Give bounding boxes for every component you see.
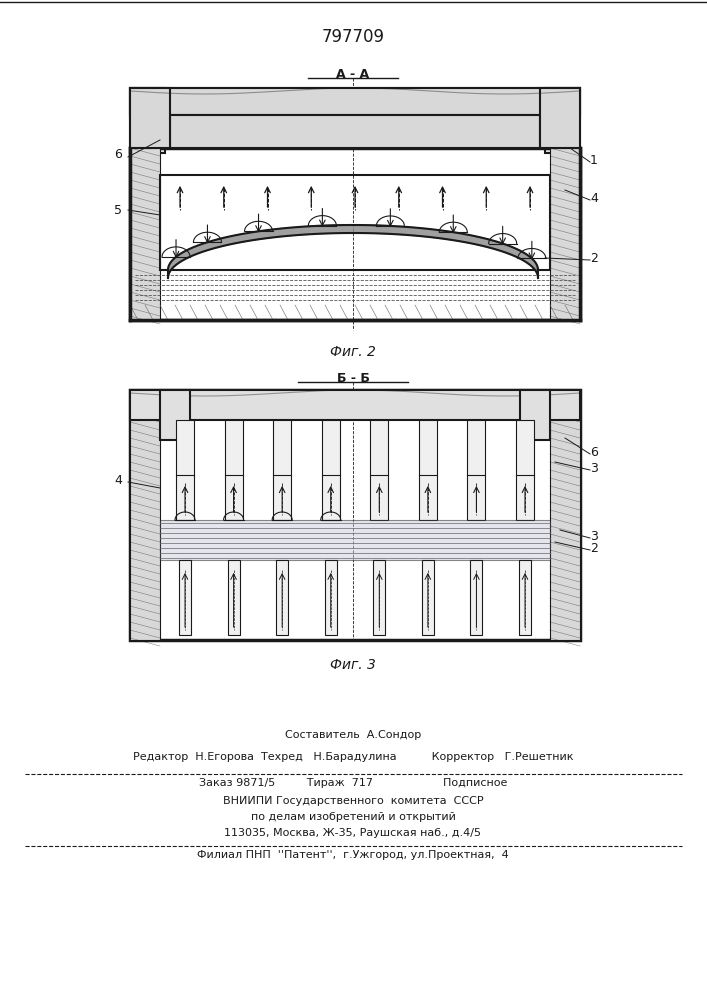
- Bar: [160, 520, 550, 560]
- Text: 5: 5: [114, 204, 122, 217]
- Text: 2: 2: [590, 542, 598, 554]
- Bar: [516, 420, 534, 520]
- Bar: [130, 88, 580, 118]
- Bar: [228, 560, 240, 635]
- Text: ВНИИПИ Государственного  комитета  СССР: ВНИИПИ Государственного комитета СССР: [223, 796, 484, 806]
- Bar: [130, 390, 580, 420]
- Bar: [470, 560, 482, 635]
- Text: 6: 6: [114, 148, 122, 161]
- Text: Б - Б: Б - Б: [337, 372, 370, 385]
- Text: 4: 4: [114, 474, 122, 487]
- Bar: [170, 115, 540, 148]
- Text: 4: 4: [590, 192, 598, 205]
- Bar: [370, 420, 388, 520]
- Text: Филиал ПНП  ''Патент'',  г.Ужгород, ул.Проектная,  4: Филиал ПНП ''Патент'', г.Ужгород, ул.Про…: [197, 850, 509, 860]
- Bar: [373, 560, 385, 635]
- Text: 3: 3: [590, 530, 598, 542]
- Bar: [273, 420, 291, 520]
- Text: 797709: 797709: [322, 28, 385, 46]
- Polygon shape: [168, 225, 538, 278]
- Bar: [276, 560, 288, 635]
- Bar: [130, 148, 160, 320]
- Bar: [130, 88, 580, 115]
- Text: Фиг. 2: Фиг. 2: [330, 345, 376, 359]
- Text: 113035, Москва, Ж-35, Раушская наб., д.4/5: 113035, Москва, Ж-35, Раушская наб., д.4…: [225, 828, 481, 838]
- Bar: [322, 420, 340, 520]
- Bar: [419, 420, 437, 520]
- Bar: [520, 390, 550, 440]
- Text: по делам изобретений и открытий: по делам изобретений и открытий: [250, 812, 455, 822]
- Text: Заказ 9871/5         Тираж  717                    Подписное: Заказ 9871/5 Тираж 717 Подписное: [199, 778, 507, 788]
- Bar: [422, 560, 434, 635]
- Text: А - А: А - А: [337, 68, 370, 81]
- Bar: [519, 560, 531, 635]
- Text: Составитель  А.Сондор: Составитель А.Сондор: [285, 730, 421, 740]
- Bar: [130, 390, 160, 640]
- Text: Редактор  Н.Егорова  Техред   Н.Барадулина          Корректор   Г.Решетник: Редактор Н.Егорова Техред Н.Барадулина К…: [133, 752, 573, 762]
- Bar: [225, 420, 243, 520]
- Text: 1: 1: [590, 153, 598, 166]
- Bar: [130, 148, 580, 320]
- Bar: [325, 560, 337, 635]
- Bar: [550, 390, 580, 640]
- Bar: [130, 88, 170, 148]
- Bar: [130, 88, 165, 153]
- Bar: [160, 175, 550, 270]
- Bar: [467, 420, 486, 520]
- Bar: [179, 560, 191, 635]
- Bar: [130, 390, 580, 640]
- Bar: [176, 420, 194, 520]
- Bar: [165, 118, 545, 148]
- Bar: [545, 88, 580, 153]
- Text: Фиг. 3: Фиг. 3: [330, 658, 376, 672]
- Text: 2: 2: [590, 251, 598, 264]
- Bar: [540, 88, 580, 148]
- Bar: [550, 148, 580, 320]
- Text: 3: 3: [590, 462, 598, 475]
- Text: 6: 6: [590, 446, 598, 458]
- Bar: [160, 390, 190, 440]
